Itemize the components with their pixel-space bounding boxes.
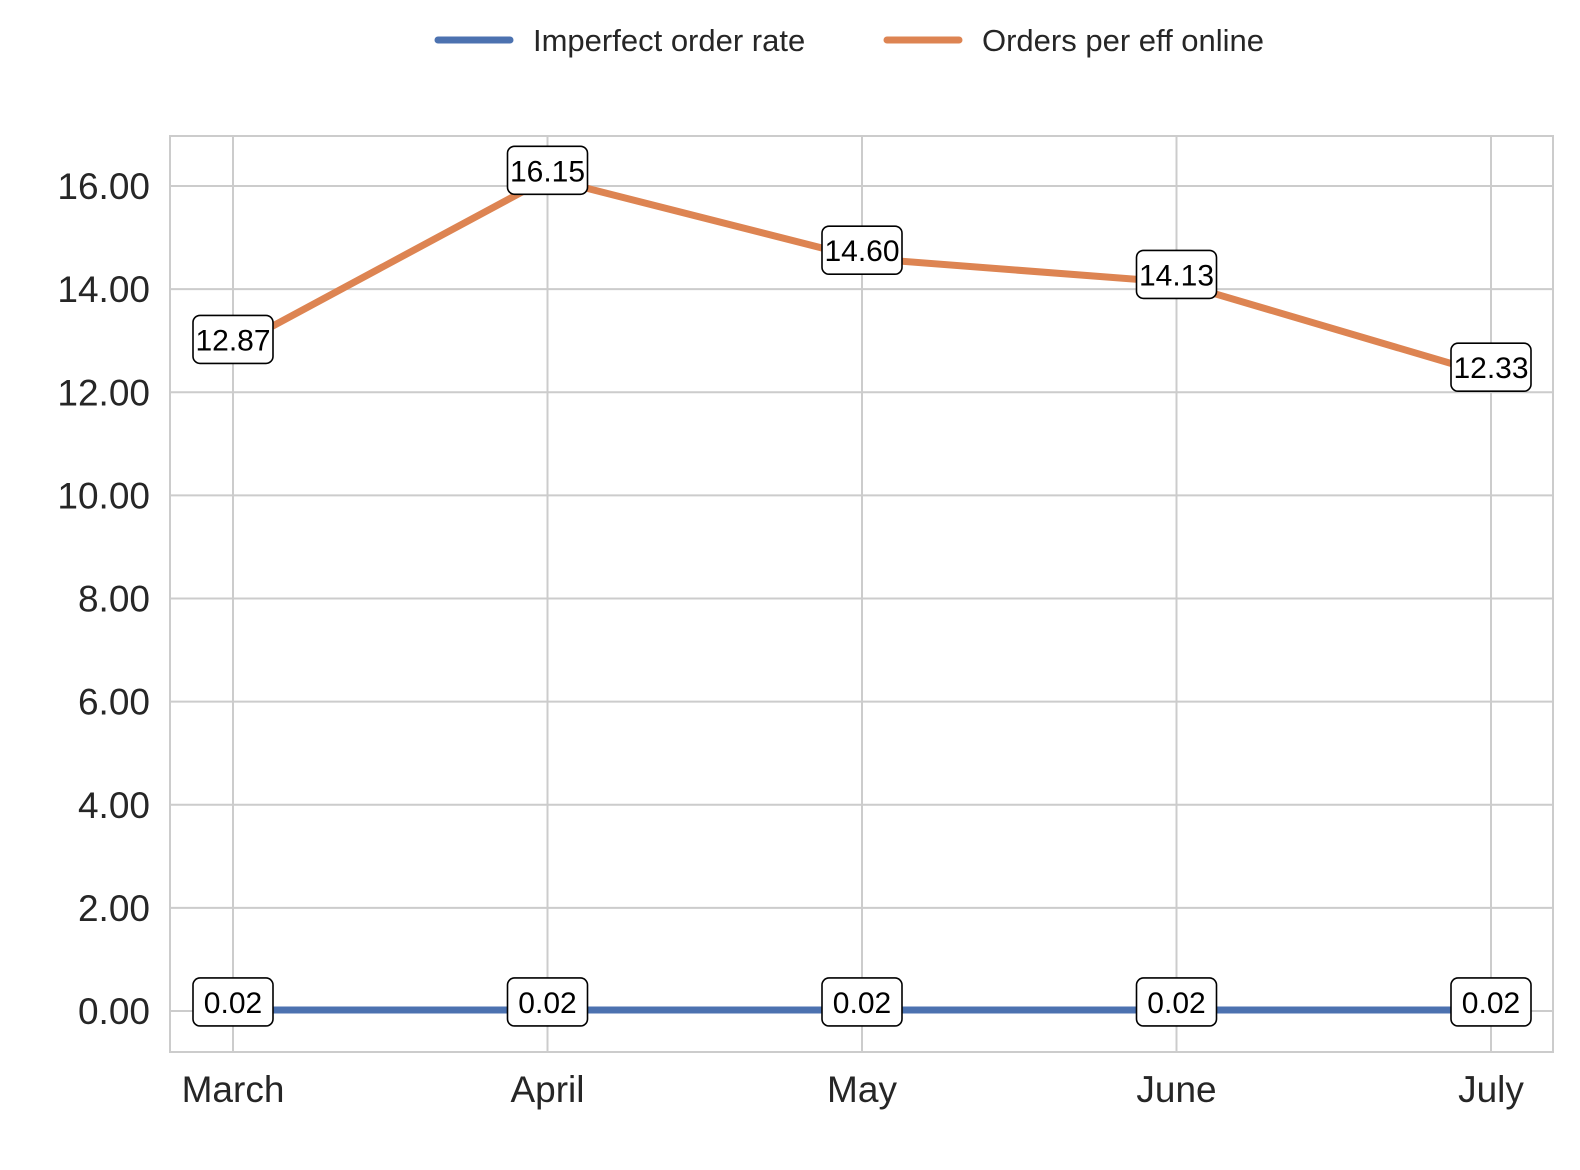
data-label: 0.02 <box>821 977 903 1027</box>
data-label: 0.02 <box>1135 977 1218 1027</box>
data-label-box <box>506 977 589 1027</box>
data-label-text: 12.33 <box>1453 352 1528 385</box>
y-tick-label: 16.00 <box>57 166 150 207</box>
data-label-box <box>506 145 589 196</box>
data-label-box <box>1450 342 1532 393</box>
y-tick-label: 12.00 <box>57 372 150 413</box>
data-label-box <box>192 314 274 365</box>
data-label-text: 12.87 <box>195 324 270 357</box>
legend-label: Orders per eff online <box>982 23 1264 58</box>
x-tick-label: May <box>827 1069 897 1110</box>
y-tick-label: 6.00 <box>78 682 150 723</box>
y-tick-label: 8.00 <box>78 579 150 620</box>
data-label: 12.87 <box>192 314 274 365</box>
x-tick-label: July <box>1458 1069 1524 1110</box>
data-label: 0.02 <box>1450 977 1532 1027</box>
data-label: 14.13 <box>1135 249 1218 300</box>
data-label-box <box>1135 249 1218 300</box>
data-label: 14.60 <box>821 225 903 275</box>
legend-item: Imperfect order rate <box>434 23 805 58</box>
data-label: 0.02 <box>192 977 274 1027</box>
y-axis-ticks: 0.00 2.00 4.00 6.00 8.00 10.00 12.00 14.00 16.00 <box>57 166 150 1032</box>
data-label-text: 16.15 <box>510 155 585 188</box>
grid <box>170 136 1553 1052</box>
data-label-box <box>192 977 274 1027</box>
x-tick-label: April <box>510 1069 584 1110</box>
x-tick-label: March <box>182 1069 285 1110</box>
data-label-text: 0.02 <box>833 987 891 1020</box>
y-tick-label: 2.00 <box>78 888 150 929</box>
legend-label: Imperfect order rate <box>533 23 805 58</box>
data-label-box <box>1450 977 1532 1027</box>
y-tick-label: 14.00 <box>57 269 150 310</box>
data-label-box <box>821 225 903 275</box>
data-label-text: 0.02 <box>1147 987 1205 1020</box>
legend: Imperfect order rate Orders per eff onlin… <box>434 23 1264 58</box>
data-label-text: 14.13 <box>1139 259 1214 292</box>
plot-area-frame <box>169 135 1554 1053</box>
data-label-text: 0.02 <box>204 987 262 1020</box>
data-label-box <box>821 977 903 1027</box>
y-tick-label: 0.00 <box>78 991 150 1032</box>
data-label-text: 14.60 <box>824 235 899 268</box>
x-tick-label: June <box>1136 1069 1216 1110</box>
data-label-box <box>1135 977 1218 1027</box>
data-label: 12.33 <box>1450 342 1532 393</box>
y-tick-label: 10.00 <box>57 475 150 516</box>
y-tick-label: 4.00 <box>78 785 150 826</box>
x-axis-ticks: March April May June July <box>182 1069 1525 1110</box>
data-labels: 0.02 0.02 0.02 0.02 0.02 12.87 16.15 14.60 14.13… <box>192 145 1532 1027</box>
data-label-text: 0.02 <box>518 987 576 1020</box>
data-label: 0.02 <box>506 977 589 1027</box>
legend-item: Orders per eff online <box>883 23 1264 58</box>
data-label-text: 0.02 <box>1462 987 1520 1020</box>
data-label: 16.15 <box>506 145 589 196</box>
